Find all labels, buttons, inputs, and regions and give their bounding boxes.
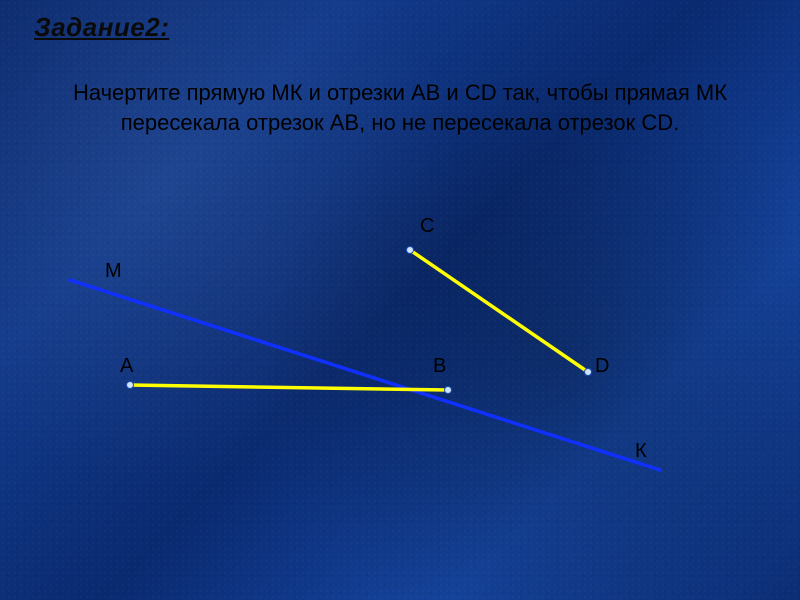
point-C xyxy=(407,247,414,254)
label-M: М xyxy=(105,260,122,283)
label-D: D xyxy=(595,355,609,378)
segment-CD xyxy=(410,250,588,372)
label-K: К xyxy=(635,440,647,463)
label-B: В xyxy=(433,355,446,378)
label-C: С xyxy=(420,215,434,238)
point-A xyxy=(127,382,134,389)
label-A: А xyxy=(120,355,133,378)
point-D xyxy=(585,369,592,376)
geometry-diagram xyxy=(0,0,800,600)
slide: Задание2: Начертите прямую МК и отрезки … xyxy=(0,0,800,600)
point-B xyxy=(445,387,452,394)
line-MK xyxy=(70,280,660,470)
